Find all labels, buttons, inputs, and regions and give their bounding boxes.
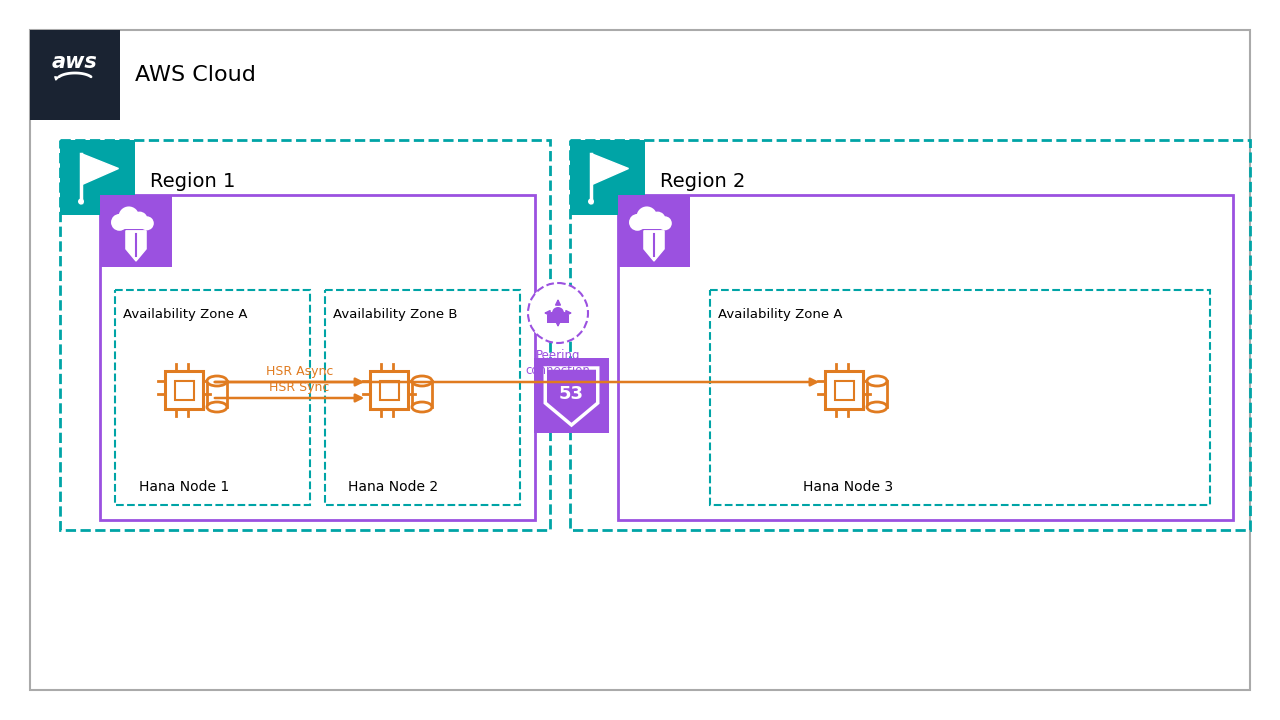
Circle shape bbox=[628, 214, 646, 231]
Bar bbox=[325, 290, 520, 505]
Text: HSR Sync: HSR Sync bbox=[269, 381, 330, 394]
Ellipse shape bbox=[412, 376, 433, 386]
Bar bbox=[547, 315, 570, 323]
Bar bbox=[60, 140, 134, 215]
Circle shape bbox=[547, 312, 557, 322]
Bar bbox=[116, 219, 148, 229]
Bar bbox=[370, 371, 408, 409]
Circle shape bbox=[559, 312, 570, 322]
Ellipse shape bbox=[207, 402, 227, 412]
Bar bbox=[570, 140, 1251, 530]
Circle shape bbox=[78, 199, 84, 204]
Bar bbox=[165, 371, 204, 409]
Bar bbox=[534, 358, 609, 433]
Bar bbox=[174, 380, 193, 400]
Text: 53: 53 bbox=[559, 384, 584, 402]
Bar bbox=[618, 195, 1233, 520]
Bar bbox=[100, 195, 535, 520]
Bar bbox=[207, 381, 227, 407]
Circle shape bbox=[529, 283, 588, 343]
Polygon shape bbox=[591, 153, 628, 185]
Bar bbox=[710, 290, 1210, 505]
Bar bbox=[635, 219, 666, 229]
Text: Hana Node 2: Hana Node 2 bbox=[348, 480, 438, 494]
Polygon shape bbox=[644, 231, 664, 261]
Circle shape bbox=[650, 212, 666, 228]
Polygon shape bbox=[125, 231, 146, 261]
Bar bbox=[412, 381, 433, 407]
Bar bbox=[379, 380, 398, 400]
Text: Region 2: Region 2 bbox=[660, 172, 745, 191]
Text: Region 1: Region 1 bbox=[150, 172, 236, 191]
Bar bbox=[570, 140, 645, 215]
Bar bbox=[115, 290, 310, 505]
Text: Hana Node 1: Hana Node 1 bbox=[138, 480, 229, 494]
Ellipse shape bbox=[207, 376, 227, 386]
Ellipse shape bbox=[867, 402, 887, 412]
Circle shape bbox=[552, 307, 564, 319]
Text: Availability Zone A: Availability Zone A bbox=[718, 308, 842, 321]
Bar bbox=[100, 195, 172, 267]
Circle shape bbox=[636, 207, 657, 227]
Polygon shape bbox=[81, 153, 119, 185]
Bar bbox=[867, 381, 887, 407]
Circle shape bbox=[111, 214, 128, 231]
Ellipse shape bbox=[412, 402, 433, 412]
Text: Hana Node 3: Hana Node 3 bbox=[803, 480, 893, 494]
Text: AWS Cloud: AWS Cloud bbox=[134, 65, 256, 85]
Bar bbox=[60, 140, 550, 530]
Ellipse shape bbox=[867, 376, 887, 386]
Circle shape bbox=[140, 216, 154, 230]
Text: Availability Zone B: Availability Zone B bbox=[333, 308, 457, 321]
Circle shape bbox=[119, 207, 140, 227]
Text: Peering
connection: Peering connection bbox=[526, 349, 590, 377]
Bar bbox=[618, 195, 690, 267]
Bar bbox=[835, 380, 854, 400]
Bar bbox=[29, 30, 120, 120]
Bar bbox=[826, 371, 863, 409]
Circle shape bbox=[658, 216, 672, 230]
Circle shape bbox=[132, 212, 147, 228]
Text: HSR Async: HSR Async bbox=[266, 365, 333, 378]
Circle shape bbox=[588, 199, 594, 204]
Text: aws: aws bbox=[52, 52, 97, 72]
Text: Availability Zone A: Availability Zone A bbox=[123, 308, 247, 321]
